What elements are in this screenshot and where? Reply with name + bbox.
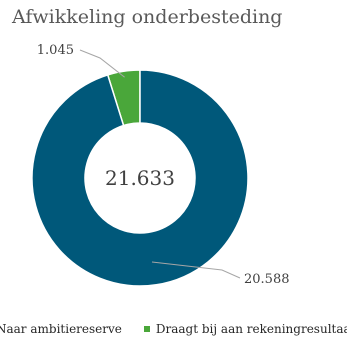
legend-swatch-rekeningresultaat: [143, 326, 150, 332]
data-label-rekeningresultaat: 1.045: [37, 43, 74, 58]
leader-line-ambitiereserve: [151, 261, 241, 279]
chart-title: Afwikkeling onderbesteding: [12, 6, 283, 28]
legend-label-ambitiereserve: Naar ambitiereserve: [0, 322, 122, 336]
legend-label-rekeningresultaat: Draagt bij aan rekeningresultaat: [155, 322, 347, 336]
legend: Naar ambitiereserve Draagt bij aan reken…: [0, 322, 347, 336]
slice-ambitiereserve: [31, 69, 249, 287]
legend-item-ambitiereserve: Naar ambitiereserve: [0, 322, 122, 336]
leader-line-rekeningresultaat: [79, 49, 125, 78]
legend-item-rekeningresultaat: Draagt bij aan rekeningresultaat: [143, 322, 347, 336]
data-label-ambitiereserve: 20.588: [244, 272, 290, 287]
center-total-label: 21.633: [105, 166, 175, 190]
